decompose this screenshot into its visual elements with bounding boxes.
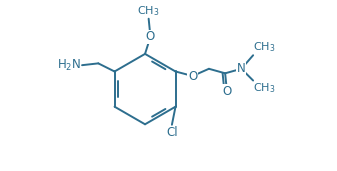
Text: Cl: Cl	[166, 126, 178, 139]
Text: CH$_3$: CH$_3$	[253, 81, 276, 95]
Text: H$_2$N: H$_2$N	[57, 58, 81, 73]
Text: CH$_3$: CH$_3$	[137, 4, 160, 18]
Text: O: O	[146, 30, 155, 43]
Text: O: O	[222, 85, 232, 98]
Text: CH$_3$: CH$_3$	[253, 41, 276, 54]
Text: N: N	[237, 62, 246, 75]
Text: O: O	[188, 69, 197, 82]
